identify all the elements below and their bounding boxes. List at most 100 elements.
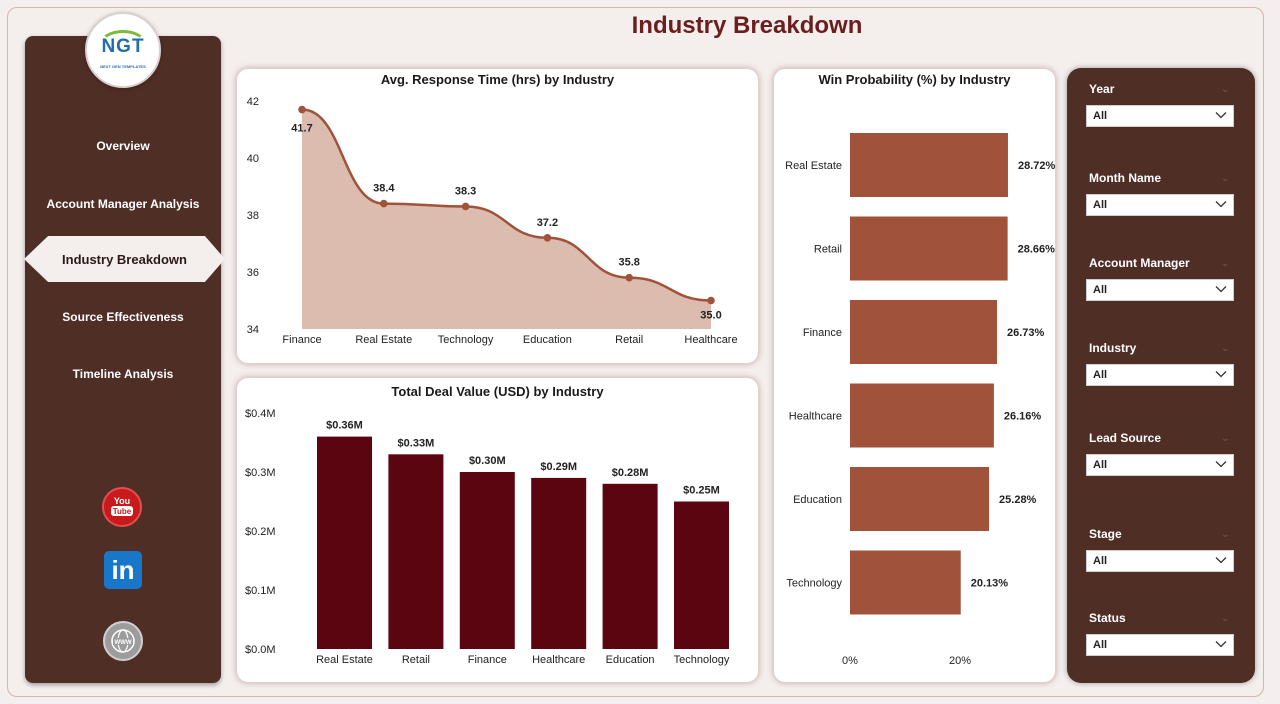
globe-www-icon[interactable]: WWW <box>103 621 143 661</box>
x-tick-label: 0% <box>842 655 858 667</box>
filter-label-year: Year <box>1089 82 1115 96</box>
deal-value-card: Total Deal Value (USD) by Industry $0.4M… <box>236 377 759 683</box>
filter-value: All <box>1093 459 1108 471</box>
youtube-glyph: You Tube <box>111 496 133 516</box>
linkedin-icon[interactable]: in <box>104 551 142 589</box>
y-tick-label: Real Estate <box>785 160 842 172</box>
chevron-down-icon <box>1215 458 1227 473</box>
filter-collapse-chevron-icon[interactable]: ⌄ <box>1221 343 1230 354</box>
data-label: 20.13% <box>971 578 1009 590</box>
x-tick-label: Healthcare <box>532 654 585 666</box>
logo-subtitle: NEXT GEN TEMPLATES <box>100 64 146 69</box>
svg-text:WWW: WWW <box>115 640 132 646</box>
x-tick-label: Education <box>606 654 655 666</box>
data-label: 38.4 <box>373 183 395 195</box>
youtube-text-tube: Tube <box>113 507 132 516</box>
chevron-down-icon <box>1215 283 1227 298</box>
deal-bar <box>459 472 515 649</box>
filter-dropdown-status[interactable]: All <box>1086 634 1234 656</box>
sidebar-item-account-manager-analysis[interactable]: Account Manager Analysis <box>46 197 200 211</box>
y-tick-label: Healthcare <box>789 411 842 423</box>
filter-dropdown-month-name[interactable]: All <box>1086 194 1234 216</box>
filter-dropdown-industry[interactable]: All <box>1086 364 1234 386</box>
filter-dropdown-account-manager[interactable]: All <box>1086 279 1234 301</box>
data-label: $0.29M <box>540 461 577 473</box>
y-tick-label: Retail <box>814 244 842 256</box>
data-point <box>461 202 470 211</box>
filter-dropdown-year[interactable]: All <box>1086 105 1234 127</box>
sidebar-item-timeline-analysis[interactable]: Timeline Analysis <box>72 367 174 381</box>
y-tick-label: 36 <box>247 267 259 279</box>
data-label: $0.25M <box>683 485 720 497</box>
data-label: $0.36M <box>326 420 363 432</box>
filter-dropdown-lead-source[interactable]: All <box>1086 454 1234 476</box>
win-probability-chart: 28.72% Real Estate 28.66% Retail 26.73% Finan… <box>785 133 1056 667</box>
deal-value-title: Total Deal Value (USD) by Industry <box>391 384 604 399</box>
filter-value: All <box>1093 199 1108 211</box>
filter-value: All <box>1093 369 1108 381</box>
logo-text: NGT <box>101 36 145 57</box>
data-label: 35.8 <box>618 257 639 269</box>
page-title: Industry Breakdown <box>631 12 863 39</box>
linkedin-glyph: in <box>111 554 135 585</box>
data-label: 35.0 <box>700 310 721 322</box>
x-tick-label: Retail <box>402 654 430 666</box>
win-bar <box>850 133 1008 197</box>
youtube-badge <box>111 506 133 516</box>
sidebar-item-industry-breakdown[interactable]: Industry Breakdown <box>24 236 225 282</box>
deal-bar <box>602 483 658 649</box>
series-line <box>301 108 712 302</box>
filter-label-status: Status <box>1089 611 1126 625</box>
response-time-title: Avg. Response Time (hrs) by Industry <box>380 72 615 87</box>
data-label: 41.7 <box>291 123 312 135</box>
filter-collapse-chevron-icon[interactable]: ⌄ <box>1221 173 1230 184</box>
x-tick-label: Finance <box>282 334 321 346</box>
filter-label-account-manager: Account Manager <box>1089 256 1190 270</box>
data-label: 25.28% <box>999 494 1037 506</box>
filter-collapse-chevron-icon[interactable]: ⌄ <box>1221 258 1230 269</box>
chevron-down-icon <box>1215 554 1227 569</box>
filter-collapse-chevron-icon[interactable]: ⌄ <box>1221 613 1230 624</box>
filter-dropdown-stage[interactable]: All <box>1086 550 1234 572</box>
data-label: 28.66% <box>1018 244 1056 256</box>
deal-bar <box>531 477 587 649</box>
y-tick-label: Finance <box>803 327 842 339</box>
filter-value: All <box>1093 639 1108 651</box>
filter-label-industry: Industry <box>1089 341 1137 355</box>
area-fill <box>302 109 711 329</box>
data-label: $0.28M <box>612 467 649 479</box>
y-tick-label: 38 <box>247 210 259 222</box>
filter-collapse-chevron-icon[interactable]: ⌄ <box>1221 433 1230 444</box>
deal-bar <box>317 436 372 649</box>
sidebar-item-source-effectiveness[interactable]: Source Effectiveness <box>62 310 184 324</box>
win-probability-title: Win Probability (%) by Industry <box>818 72 1011 87</box>
data-point <box>380 199 388 208</box>
sidebar-item-overview[interactable]: Overview <box>96 139 150 153</box>
chevron-down-icon <box>1215 638 1227 653</box>
data-label: $0.33M <box>398 437 435 449</box>
win-bar <box>850 216 1008 281</box>
filter-label-lead-source: Lead Source <box>1089 431 1162 445</box>
filter-value: All <box>1093 284 1108 296</box>
data-point <box>707 296 715 305</box>
youtube-icon[interactable]: You Tube <box>102 487 142 527</box>
filter-value: All <box>1093 110 1108 122</box>
win-bar <box>850 383 994 448</box>
data-label: 26.73% <box>1007 327 1045 339</box>
chevron-down-icon <box>1215 198 1227 213</box>
y-tick-label: 40 <box>247 153 259 165</box>
y-tick-label: $0.4M <box>245 408 276 420</box>
deal-value-chart: $0.4M $0.3M $0.2M $0.1M $0.0M $0.36M Real Esta… <box>245 408 730 666</box>
globe-glyph: WWW <box>111 629 135 653</box>
data-label: 28.72% <box>1018 160 1056 172</box>
y-tick-label: Education <box>793 494 842 506</box>
response-time-card: Avg. Response Time (hrs) by Industry 42 4… <box>236 68 759 364</box>
y-tick-label: $0.1M <box>245 585 276 597</box>
data-label: 37.2 <box>537 217 558 229</box>
win-probability-card: Win Probability (%) by Industry 28.72% Re… <box>773 68 1056 683</box>
filter-collapse-chevron-icon[interactable]: ⌄ <box>1221 529 1230 540</box>
filter-collapse-chevron-icon[interactable]: ⌄ <box>1221 84 1230 95</box>
x-tick-label: Retail <box>615 334 643 346</box>
filter-value: All <box>1093 555 1108 567</box>
x-tick-label: Technology <box>438 334 494 346</box>
